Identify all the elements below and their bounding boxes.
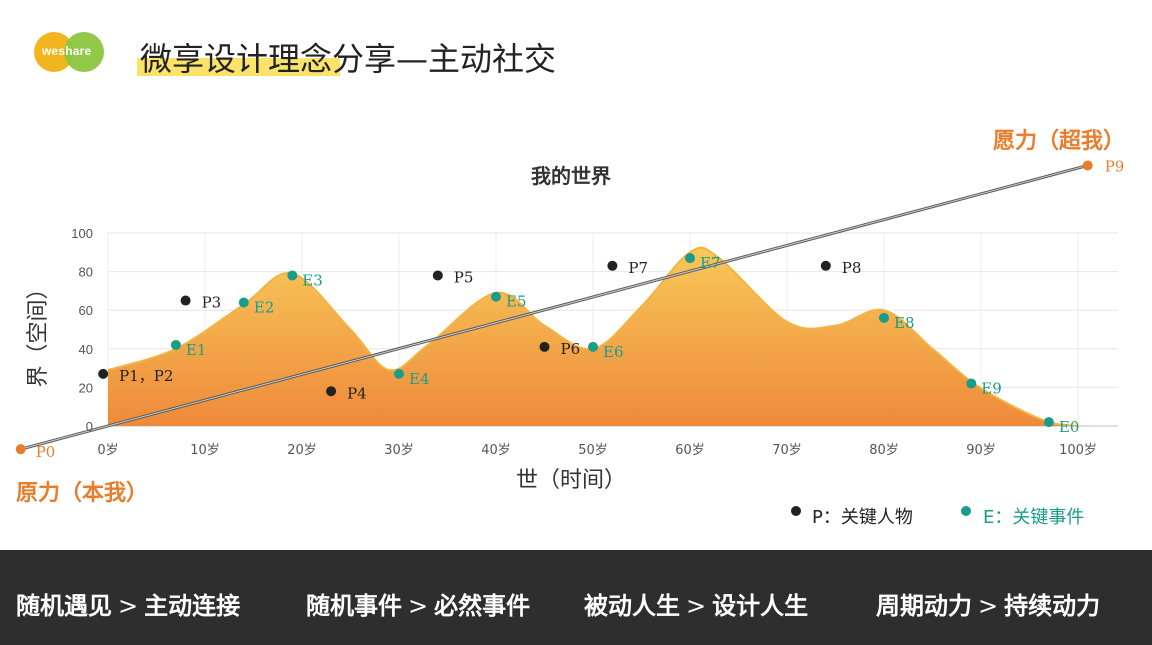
person-label: P4 [347,384,367,402]
y-tick-label: 100 [71,226,93,241]
event-label: E9 [981,380,1002,398]
event-label: E7 [700,254,721,272]
person-label: P8 [842,259,862,277]
y-tick-label: 80 [79,265,93,280]
event-point [588,341,598,352]
person-point [820,260,831,271]
person-point [432,270,443,281]
x-tick-label: 60岁 [675,443,705,458]
y-tick-label: 40 [79,342,93,357]
event-point [685,253,695,264]
trend-start-point [15,444,26,455]
person-label: P7 [628,259,648,277]
x-axis-label: 世（时间） [516,468,626,493]
event-point [491,291,501,302]
logo-text: weshare [42,44,92,58]
footer-transition: 随机事件 > 必然事件 [306,586,530,621]
footer-to-text: 必然事件 [434,592,531,620]
legend-event-label: E：关键事件 [983,507,1084,528]
x-tick-label: 0岁 [97,443,118,458]
y-tick-label: 0 [86,419,93,434]
logo-circle-green [64,32,104,72]
trend-start-label: P0 [36,443,56,461]
event-point [287,270,298,281]
life-chart: 0 20 40 60 80 100 0岁 10岁 20岁 30岁 40岁 50岁 60岁 70岁 80岁 90… [15,129,1125,528]
x-tick-label: 90岁 [966,443,996,458]
x-tick-label: 80岁 [869,443,899,458]
area-fill [108,247,1078,426]
footer-from-text: 被动人生 [584,592,680,620]
trend-end-label: P9 [1105,157,1125,175]
event-label: E1 [186,341,207,359]
footer-bar: 随机遇见 > 主动连接 随机事件 > 必然事件 被动人生 > 设计人生 周期动力 > 持续动力 [0,550,1152,645]
footer-transition: 被动人生 > 设计人生 [584,586,808,621]
person-point [326,386,337,397]
event-point [238,297,249,308]
person-label: P1，P2 [119,367,173,385]
x-tick-label: 10岁 [190,443,220,458]
person-label: P5 [454,268,474,286]
y-tick-label: 60 [79,303,93,318]
legend-event-marker [961,506,971,516]
chevron-right-icon: > [978,592,999,620]
x-tick-label: 20岁 [287,443,317,458]
person-point [607,260,618,271]
weshare-logo: weshare [34,32,106,72]
footer-to-text: 主动连接 [144,592,241,620]
x-tick-label: 100岁 [1059,443,1097,458]
footer-from-text: 周期动力 [876,592,972,620]
event-point [394,368,404,379]
person-label: P3 [202,294,222,312]
event-label: E5 [506,293,527,311]
x-tick-label: 50岁 [578,443,608,458]
trend-line-highlight [20,164,1088,450]
event-point [170,339,181,350]
annotation-high-end: 愿力（超我） [993,129,1125,154]
page-title: 微享设计理念分享—主动社交 [140,40,557,78]
footer-from-text: 随机事件 [306,592,402,620]
event-point [966,378,977,389]
chevron-right-icon: > [686,592,707,620]
person-point [180,295,191,306]
title-highlight [137,58,340,76]
event-label: E0 [1059,418,1080,436]
event-label: E8 [894,314,915,332]
x-tick-label: 40岁 [481,443,511,458]
person-label: P6 [561,340,581,358]
footer-transition: 周期动力 > 持续动力 [876,586,1100,621]
event-label: E6 [603,343,624,361]
annotation-low-end: 原力（本我） [16,481,148,506]
footer-to-text: 持续动力 [1004,592,1101,620]
event-point [879,312,889,323]
trend-end-point [1082,160,1093,171]
legend-person-label: P：关键人物 [812,507,913,528]
y-tick-label: 20 [79,380,93,395]
event-point [1043,417,1054,428]
footer-from-text: 随机遇见 [16,592,112,620]
x-tick-label: 70岁 [772,443,802,458]
footer-transition: 随机遇见 > 主动连接 [16,586,240,621]
event-label: E3 [302,271,323,289]
y-axis-label: 界（空间） [26,277,51,387]
person-point [98,368,109,379]
chevron-right-icon: > [408,592,429,620]
event-label: E2 [254,298,274,316]
legend-person-marker [791,506,801,516]
footer-to-text: 设计人生 [712,592,809,620]
person-point [539,341,550,352]
event-label: E4 [409,370,430,388]
x-tick-label: 30岁 [384,443,414,458]
chevron-right-icon: > [118,592,139,620]
chart-title: 我的世界 [531,164,611,188]
